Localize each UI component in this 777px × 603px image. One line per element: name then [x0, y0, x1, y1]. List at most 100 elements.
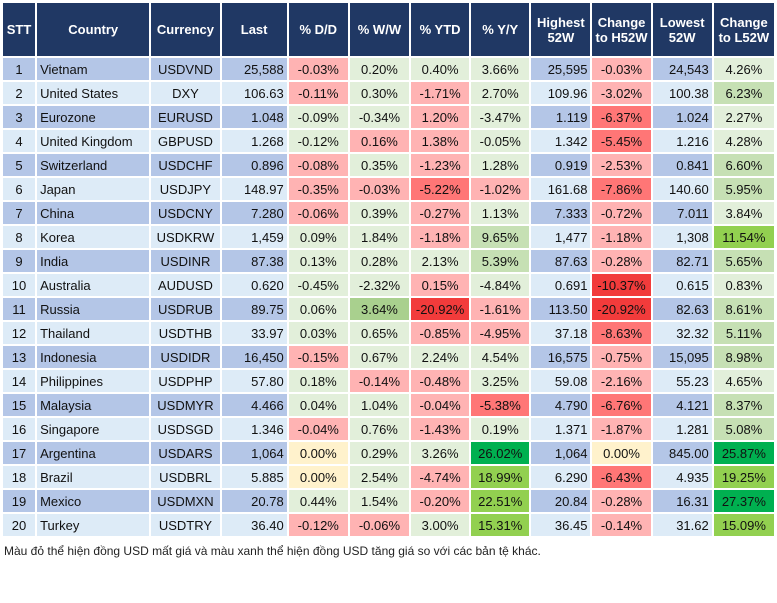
cell-pct-dd: 0.44% — [286, 488, 350, 514]
cell-currency: USDMXN — [149, 488, 222, 514]
cell-highest-52w: 1.119 — [529, 104, 593, 130]
cell-lowest-52w: 0.615 — [650, 272, 714, 298]
cell-stt: 14 — [0, 368, 38, 394]
cell-highest-52w: 37.18 — [529, 320, 593, 346]
header-stt: STT — [0, 1, 38, 58]
cell-pct-ww: -0.06% — [347, 512, 412, 538]
cell-change-to-l52w: 4.28% — [711, 128, 777, 154]
cell-pct-ytd: 3.26% — [409, 440, 472, 466]
cell-change-to-l52w: 8.98% — [711, 344, 777, 370]
cell-last: 1,459 — [219, 224, 289, 250]
cell-last: 1.346 — [219, 416, 289, 442]
cell-change-to-l52w: 27.37% — [711, 488, 777, 514]
table-row: 12 Thailand USDTHB 33.97 0.03% 0.65% -0.85% -4.… — [0, 320, 777, 346]
cell-currency: EURUSD — [149, 104, 222, 130]
cell-stt: 16 — [0, 416, 38, 442]
cell-pct-ww: 0.76% — [347, 416, 412, 442]
cell-currency: USDSGD — [149, 416, 222, 442]
cell-country: Mexico — [35, 488, 152, 514]
cell-pct-yy: 1.13% — [469, 200, 532, 226]
cell-lowest-52w: 1.024 — [650, 104, 714, 130]
cell-stt: 19 — [0, 488, 38, 514]
cell-pct-ww: -0.14% — [347, 368, 412, 394]
cell-last: 1.048 — [219, 104, 289, 130]
cell-pct-ytd: -1.23% — [409, 152, 472, 178]
cell-change-to-l52w: 5.08% — [711, 416, 777, 442]
cell-highest-52w: 1,477 — [529, 224, 593, 250]
table-row: 8 Korea USDKRW 1,459 0.09% 1.84% -1.18% 9.65% 1,… — [0, 224, 777, 250]
cell-pct-yy: 18.99% — [469, 464, 532, 490]
cell-currency: USDCNY — [149, 200, 222, 226]
cell-pct-ww: 0.39% — [347, 200, 412, 226]
cell-pct-yy: -4.95% — [469, 320, 532, 346]
cell-last: 57.80 — [219, 368, 289, 394]
cell-stt: 1 — [0, 56, 38, 82]
cell-change-to-l52w: 8.37% — [711, 392, 777, 418]
cell-pct-dd: 0.06% — [286, 296, 350, 322]
cell-lowest-52w: 4.935 — [650, 464, 714, 490]
table-row: 1 Vietnam USDVND 25,588 -0.03% 0.20% 0.40% 3.66… — [0, 56, 777, 82]
cell-stt: 17 — [0, 440, 38, 466]
cell-pct-ww: 0.30% — [347, 80, 412, 106]
cell-stt: 6 — [0, 176, 38, 202]
cell-country: Brazil — [35, 464, 152, 490]
cell-lowest-52w: 82.71 — [650, 248, 714, 274]
cell-pct-yy: -5.38% — [469, 392, 532, 418]
cell-currency: USDKRW — [149, 224, 222, 250]
cell-highest-52w: 87.63 — [529, 248, 593, 274]
cell-pct-ww: 0.67% — [347, 344, 412, 370]
cell-pct-ww: 1.54% — [347, 488, 412, 514]
cell-last: 5.885 — [219, 464, 289, 490]
cell-pct-dd: 0.18% — [286, 368, 350, 394]
cell-change-to-h52w: -6.76% — [590, 392, 653, 418]
cell-currency: GBPUSD — [149, 128, 222, 154]
cell-highest-52w: 1.342 — [529, 128, 593, 154]
cell-pct-dd: -0.15% — [286, 344, 350, 370]
cell-change-to-h52w: -0.75% — [590, 344, 653, 370]
cell-country: India — [35, 248, 152, 274]
cell-country: Russia — [35, 296, 152, 322]
header-change-to-h52w: Change to H52W — [590, 1, 653, 58]
cell-highest-52w: 20.84 — [529, 488, 593, 514]
cell-stt: 5 — [0, 152, 38, 178]
cell-pct-ytd: -1.43% — [409, 416, 472, 442]
cell-highest-52w: 0.691 — [529, 272, 593, 298]
cell-currency: USDARS — [149, 440, 222, 466]
cell-highest-52w: 16,575 — [529, 344, 593, 370]
cell-currency: USDJPY — [149, 176, 222, 202]
cell-currency: USDIDR — [149, 344, 222, 370]
cell-pct-dd: -0.35% — [286, 176, 350, 202]
cell-pct-ytd: -0.85% — [409, 320, 472, 346]
cell-last: 106.63 — [219, 80, 289, 106]
cell-country: Korea — [35, 224, 152, 250]
cell-pct-dd: -0.06% — [286, 200, 350, 226]
table-row: 19 Mexico USDMXN 20.78 0.44% 1.54% -0.20% 22.51… — [0, 488, 777, 514]
cell-highest-52w: 113.50 — [529, 296, 593, 322]
cell-highest-52w: 7.333 — [529, 200, 593, 226]
cell-stt: 2 — [0, 80, 38, 106]
cell-stt: 8 — [0, 224, 38, 250]
table-row: 5 Switzerland USDCHF 0.896 -0.08% 0.35% -1.23%… — [0, 152, 777, 178]
cell-change-to-l52w: 2.27% — [711, 104, 777, 130]
fx-table: STT Country Currency Last% D/D% W/W% YTD% Y… — [0, 1, 777, 538]
cell-pct-yy: -4.84% — [469, 272, 532, 298]
cell-pct-yy: 1.28% — [469, 152, 532, 178]
cell-stt: 11 — [0, 296, 38, 322]
cell-pct-ytd: -0.04% — [409, 392, 472, 418]
table-row: 2 United States DXY 106.63 -0.11% 0.30% -1.71%… — [0, 80, 777, 106]
cell-last: 1,064 — [219, 440, 289, 466]
cell-last: 16,450 — [219, 344, 289, 370]
cell-country: Indonesia — [35, 344, 152, 370]
cell-country: Malaysia — [35, 392, 152, 418]
cell-stt: 18 — [0, 464, 38, 490]
cell-change-to-l52w: 25.87% — [711, 440, 777, 466]
cell-stt: 4 — [0, 128, 38, 154]
table-row: 7 China USDCNY 7.280 -0.06% 0.39% -0.27% 1.13% 7… — [0, 200, 777, 226]
cell-country: Turkey — [35, 512, 152, 538]
cell-lowest-52w: 845.00 — [650, 440, 714, 466]
cell-change-to-h52w: -10.37% — [590, 272, 653, 298]
cell-lowest-52w: 31.62 — [650, 512, 714, 538]
cell-pct-ww: 3.64% — [347, 296, 412, 322]
header-country: Country — [35, 1, 152, 58]
cell-highest-52w: 109.96 — [529, 80, 593, 106]
